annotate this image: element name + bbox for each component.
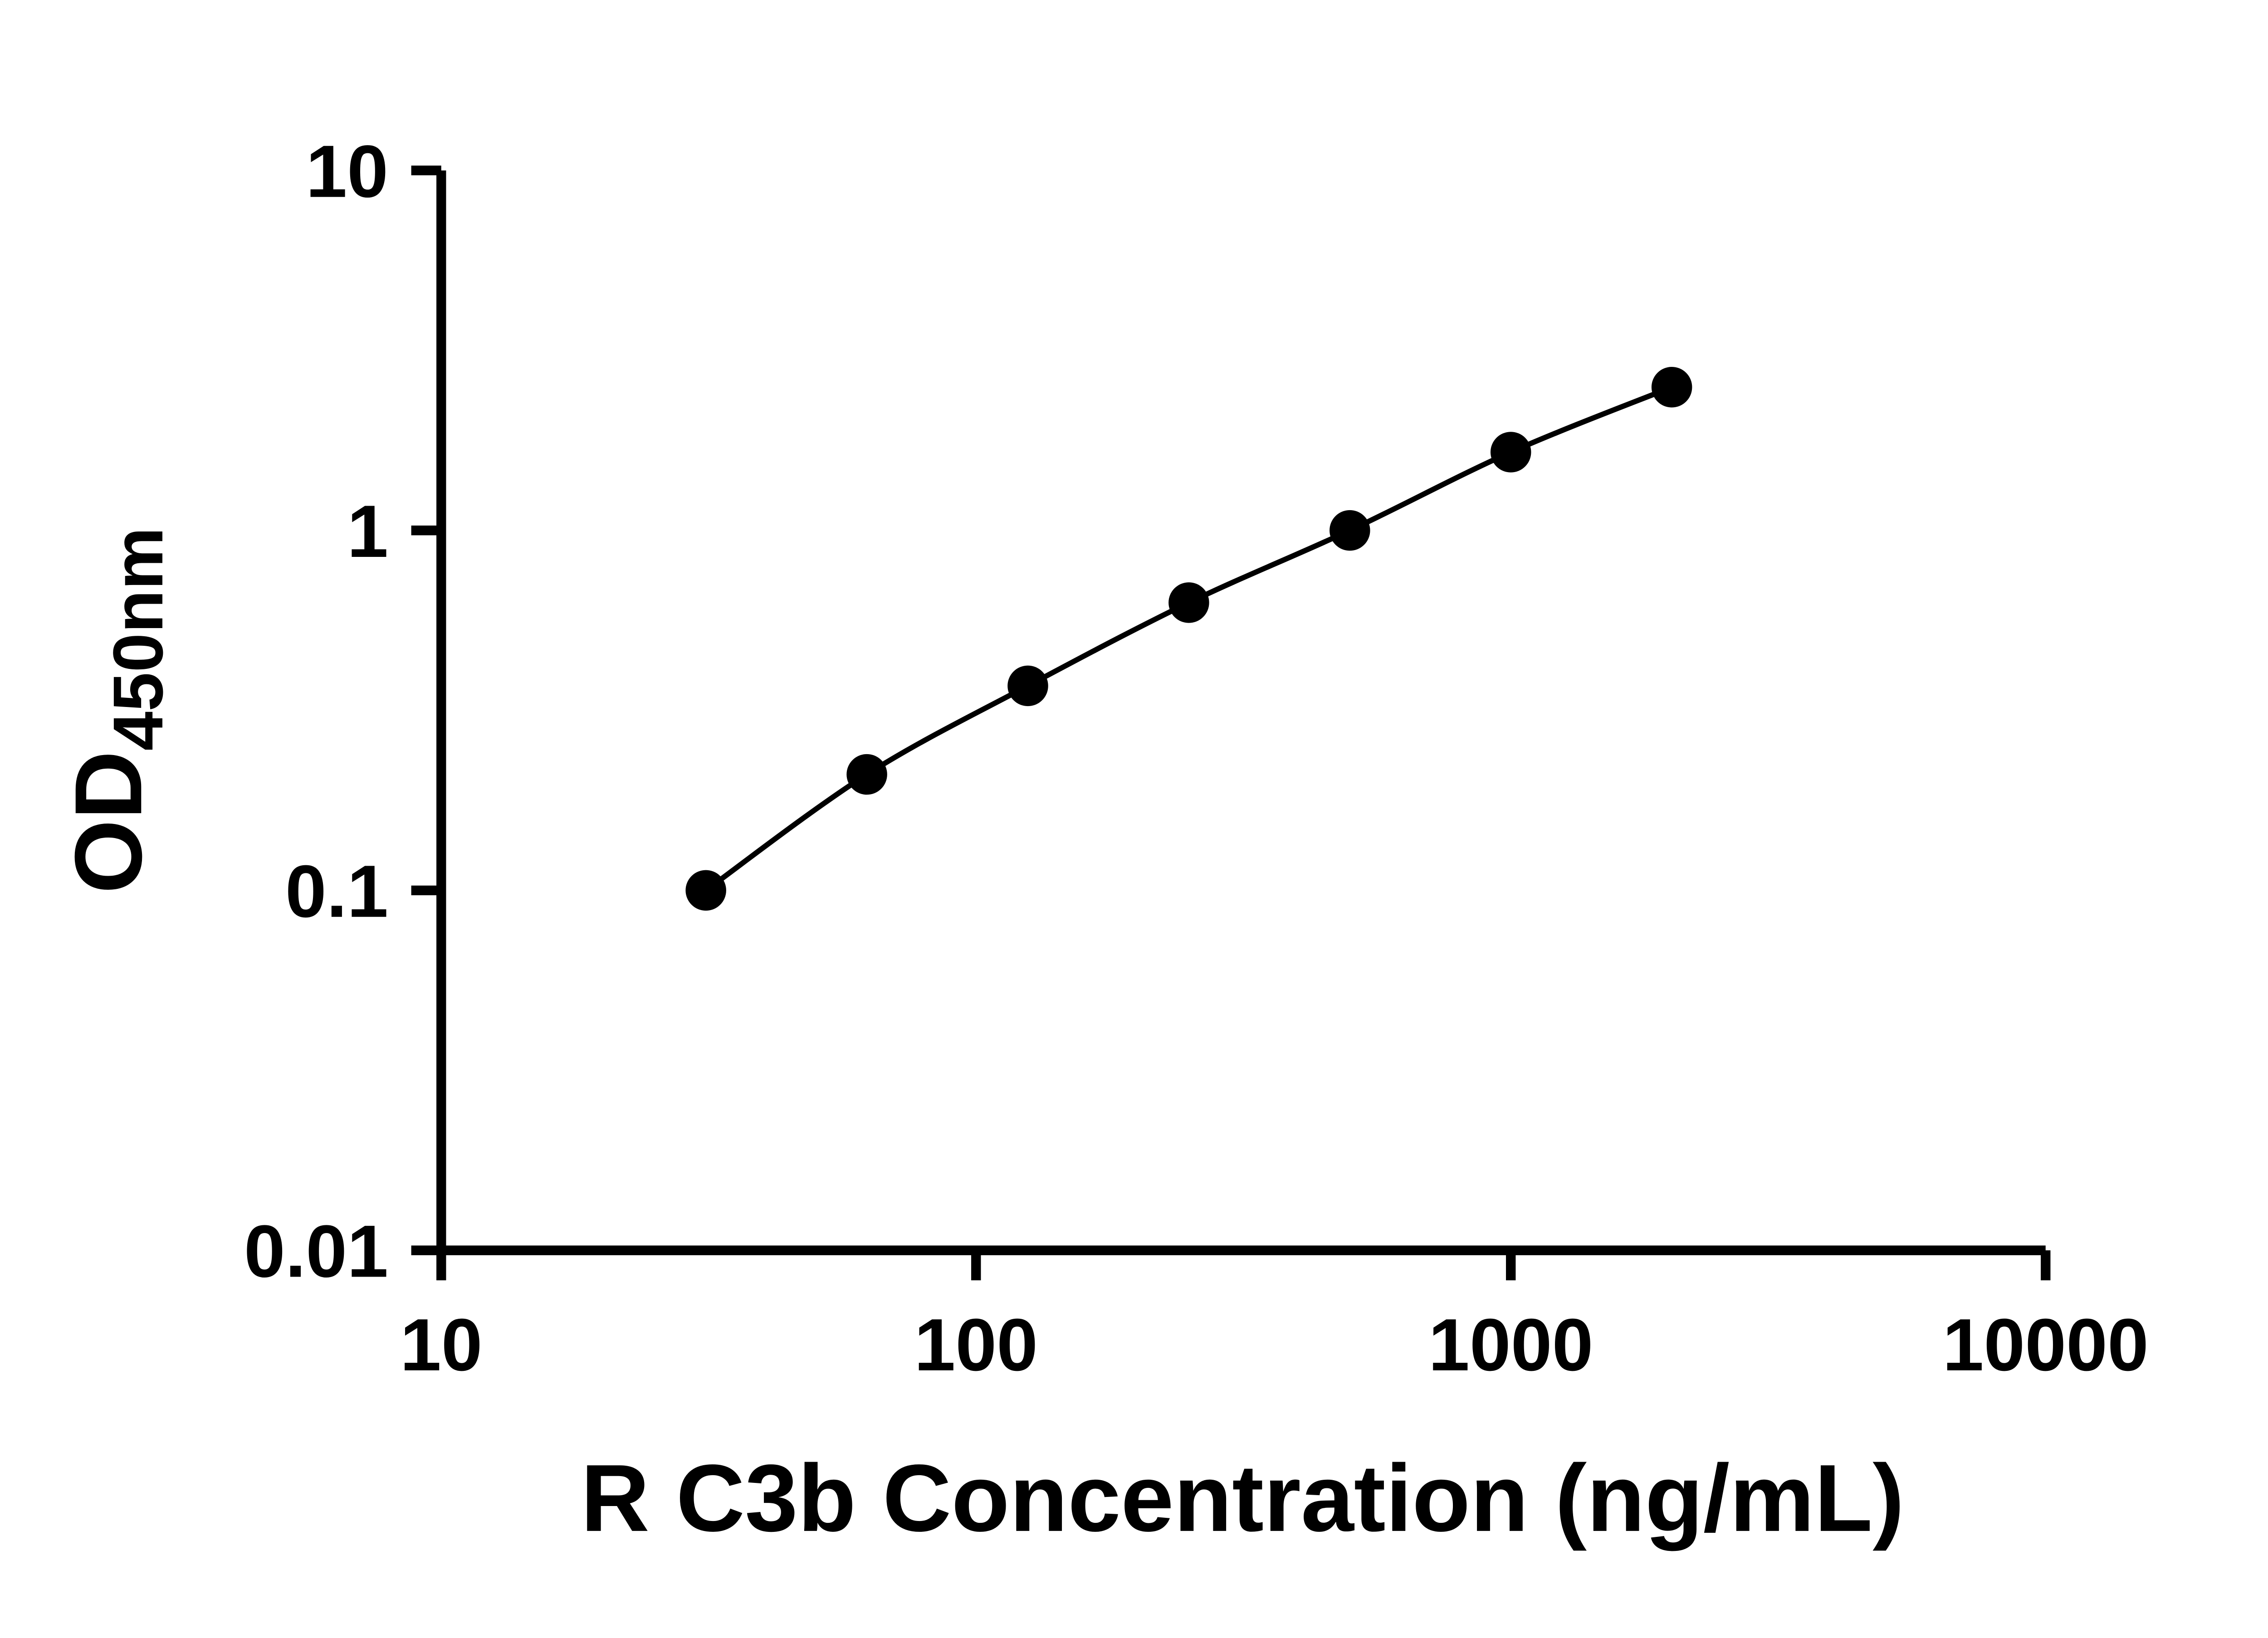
x-axis-ticks: 10 100 1000 10000	[400, 1250, 2149, 1386]
y-axis-title-subscript: 450nm	[98, 527, 177, 751]
y-tick-label: 0.01	[244, 1210, 388, 1293]
x-tick-label: 10	[400, 1303, 483, 1386]
y-axis-ticks: 0.01 0.1 1 10	[244, 130, 441, 1293]
data-point	[1168, 582, 1209, 623]
y-tick-label: 1	[347, 490, 388, 573]
y-axis-title-main: OD	[55, 751, 161, 894]
x-tick-label: 100	[914, 1303, 1038, 1386]
x-axis-title: R C3b Concentration (ng/mL)	[581, 1445, 1904, 1551]
data-point	[1651, 367, 1692, 408]
data-point	[1330, 510, 1370, 551]
data-point	[1490, 432, 1531, 473]
axes	[436, 171, 2046, 1256]
standard-curve-chart: 10 100 1000 10000 0.01 0.1 1 10 R C3b Concentr…	[0, 22, 2268, 1616]
x-tick-label: 1000	[1428, 1303, 1593, 1386]
series-group	[685, 367, 1692, 911]
data-point	[1007, 665, 1048, 707]
data-point	[846, 754, 887, 795]
data-point	[685, 870, 726, 911]
x-tick-label: 10000	[1943, 1303, 2149, 1386]
y-tick-label: 0.1	[285, 850, 388, 933]
y-tick-label: 10	[306, 130, 388, 213]
y-axis-title: OD450nm	[55, 527, 177, 894]
